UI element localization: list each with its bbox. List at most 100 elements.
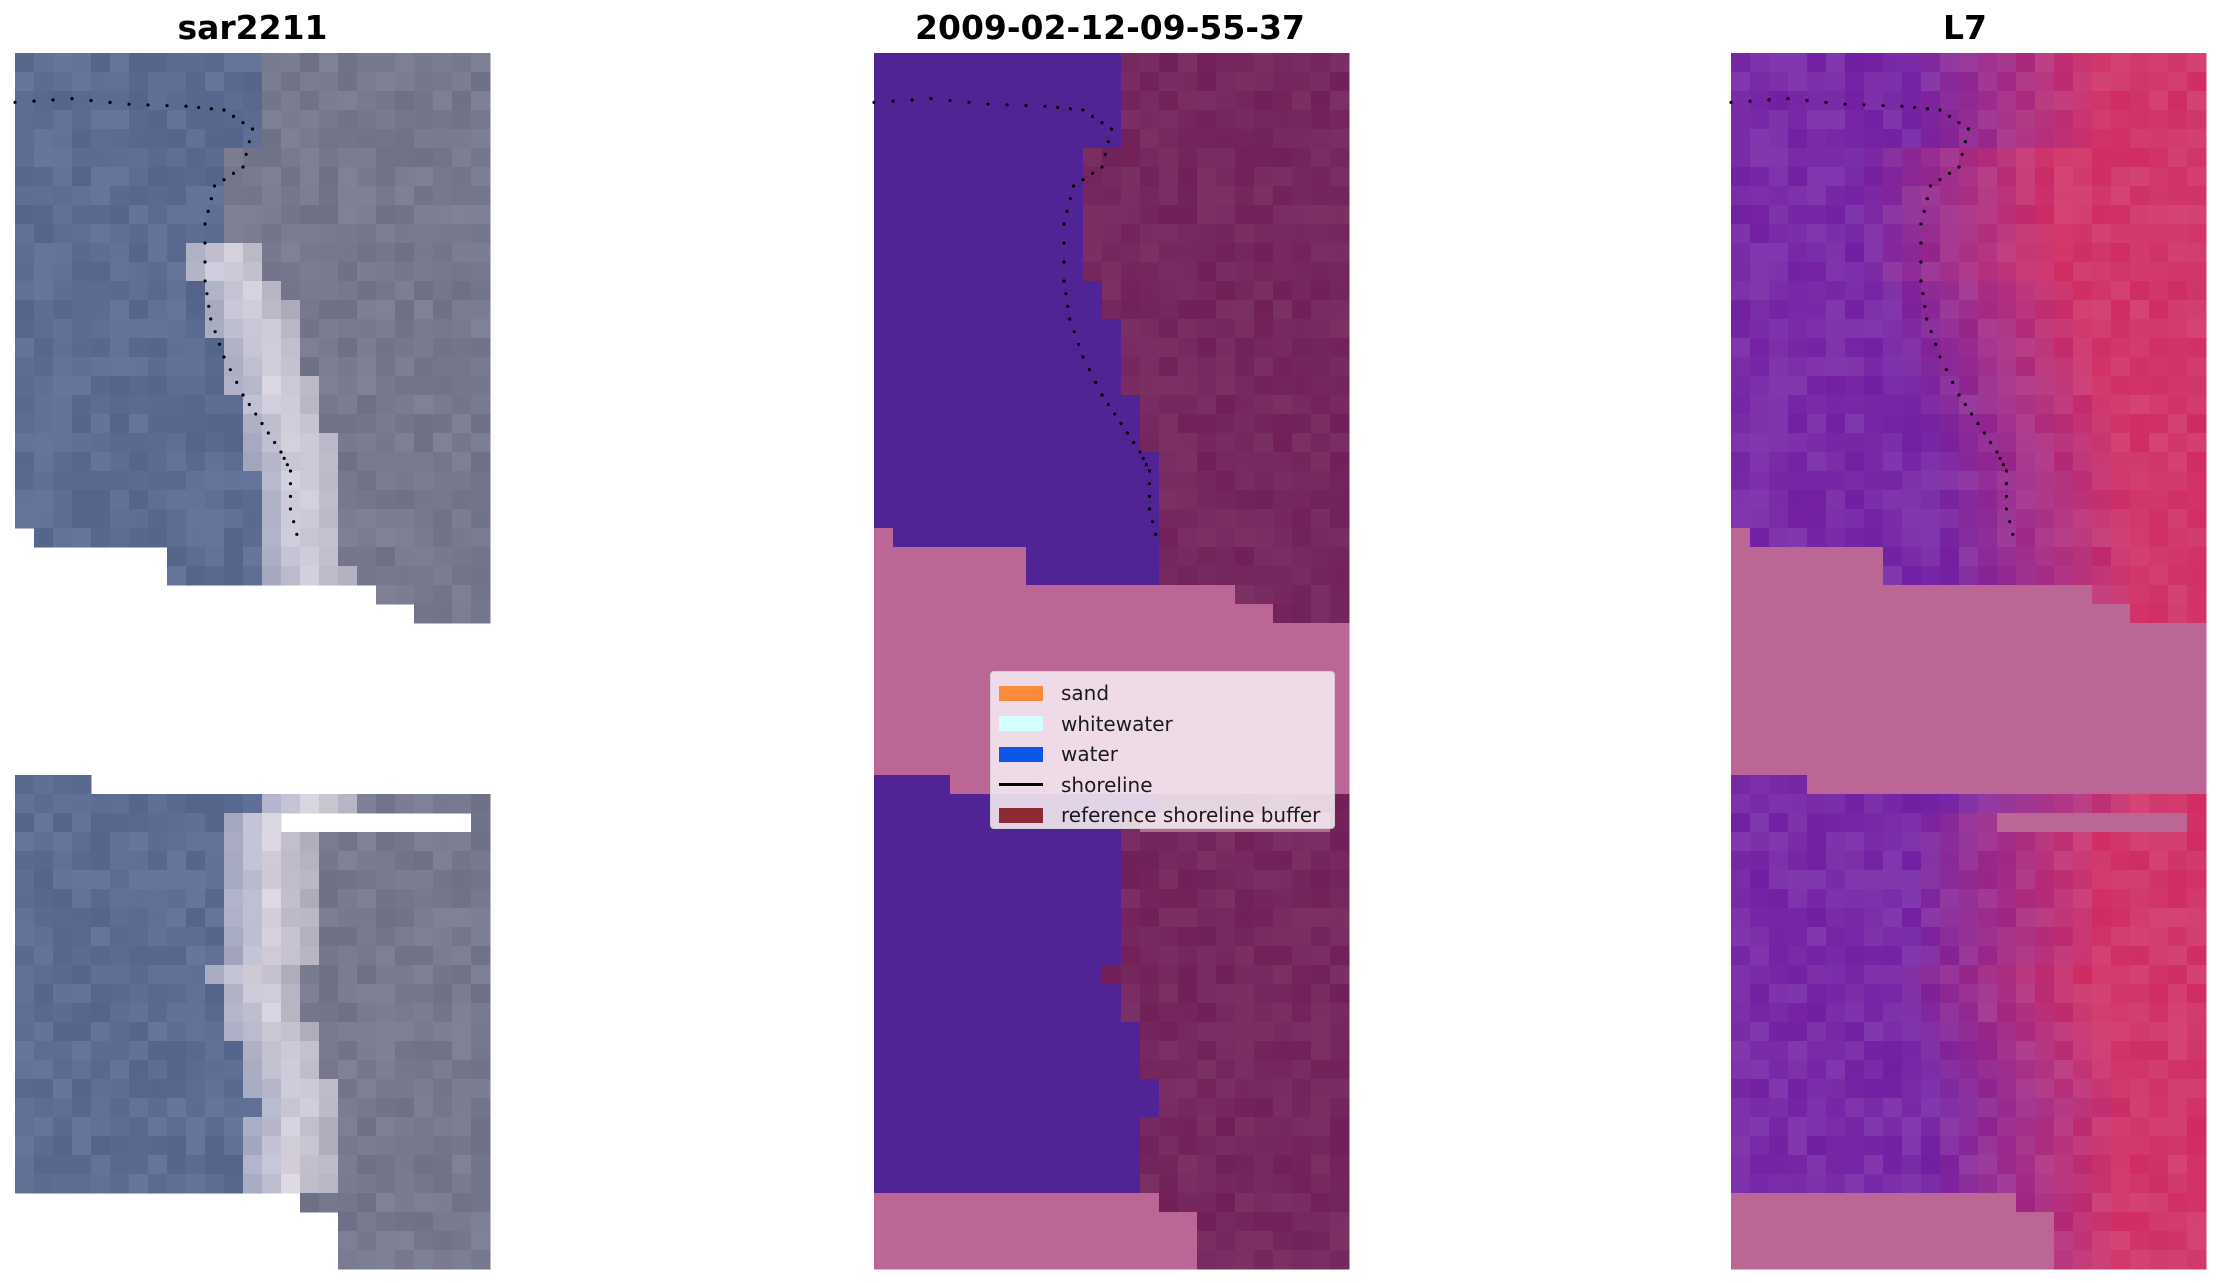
raster-pixel — [2016, 946, 2036, 966]
rgb-image-panel — [15, 53, 491, 1270]
raster-pixel — [1807, 72, 1827, 92]
raster-pixel — [1140, 53, 1160, 73]
raster-pixel — [1978, 129, 1998, 149]
raster-pixel — [1007, 946, 1027, 966]
raster-pixel — [1178, 300, 1198, 320]
raster-pixel — [1826, 604, 1846, 624]
raster-pixel — [72, 984, 92, 1004]
raster-pixel — [1731, 547, 1751, 567]
raster-pixel — [1959, 509, 1979, 529]
raster-pixel — [1083, 357, 1103, 377]
raster-pixel — [2054, 699, 2074, 719]
raster-pixel — [1864, 300, 1884, 320]
raster-pixel — [874, 1193, 894, 1213]
raster-pixel — [34, 186, 54, 206]
shoreline-dot — [1989, 440, 1993, 445]
raster-pixel — [414, 946, 434, 966]
raster-pixel — [205, 509, 225, 529]
raster-pixel — [1064, 91, 1084, 111]
raster-pixel — [1750, 1117, 1770, 1137]
raster-pixel — [950, 1250, 970, 1270]
raster-pixel — [300, 129, 320, 149]
raster-pixel — [186, 53, 206, 73]
raster-pixel — [1864, 718, 1884, 738]
raster-pixel — [1769, 471, 1789, 491]
raster-pixel — [1788, 205, 1808, 225]
raster-pixel — [186, 395, 206, 415]
raster-pixel — [1121, 452, 1141, 472]
raster-pixel — [950, 129, 970, 149]
raster-pixel — [988, 1212, 1008, 1232]
raster-pixel — [186, 1155, 206, 1175]
raster-pixel — [931, 53, 951, 73]
classification-image-panel — [874, 53, 1350, 1270]
raster-pixel — [2149, 205, 2169, 225]
raster-pixel — [1330, 623, 1350, 643]
raster-pixel — [1788, 300, 1808, 320]
raster-pixel — [1026, 1212, 1046, 1232]
raster-pixel — [1121, 338, 1141, 358]
shoreline-dot — [288, 507, 293, 511]
raster-pixel — [1997, 262, 2017, 282]
raster-pixel — [395, 1193, 415, 1213]
raster-pixel — [1330, 547, 1350, 567]
raster-pixel — [912, 1174, 932, 1194]
raster-pixel — [1311, 1136, 1331, 1156]
raster-pixel — [1197, 433, 1217, 453]
raster-pixel — [319, 832, 339, 852]
raster-pixel — [1083, 566, 1103, 586]
raster-pixel — [893, 813, 913, 833]
raster-pixel — [931, 984, 951, 1004]
raster-pixel — [34, 1022, 54, 1042]
raster-pixel — [1864, 585, 1884, 605]
raster-pixel — [53, 414, 73, 434]
raster-pixel — [1750, 832, 1770, 852]
raster-pixel — [1064, 509, 1084, 529]
raster-pixel — [1769, 585, 1789, 605]
raster-pixel — [72, 357, 92, 377]
raster-pixel — [357, 205, 377, 225]
raster-pixel — [1178, 832, 1198, 852]
raster-pixel — [912, 243, 932, 263]
raster-pixel — [931, 1060, 951, 1080]
raster-pixel — [1026, 243, 1046, 263]
raster-pixel — [1864, 1174, 1884, 1194]
raster-pixel — [110, 224, 130, 244]
raster-pixel — [2187, 281, 2207, 301]
raster-pixel — [1026, 1136, 1046, 1156]
raster-pixel — [1178, 604, 1198, 624]
raster-pixel — [1978, 91, 1998, 111]
raster-pixel — [2130, 395, 2150, 415]
raster-pixel — [243, 566, 263, 586]
raster-pixel — [969, 661, 989, 681]
raster-pixel — [1273, 547, 1293, 567]
raster-pixel — [950, 357, 970, 377]
raster-pixel — [262, 53, 282, 73]
raster-pixel — [395, 1250, 415, 1270]
raster-pixel — [34, 1079, 54, 1099]
raster-pixel — [2130, 832, 2150, 852]
shoreline-dot — [1929, 330, 1933, 334]
raster-pixel — [281, 110, 301, 130]
raster-pixel — [1788, 1250, 1808, 1270]
raster-pixel — [1902, 1250, 1922, 1270]
raster-pixel — [243, 908, 263, 928]
raster-pixel — [1064, 851, 1084, 871]
raster-pixel — [2092, 965, 2112, 985]
raster-pixel — [1769, 509, 1789, 529]
raster-pixel — [2111, 1022, 2131, 1042]
raster-pixel — [969, 775, 989, 795]
raster-pixel — [1959, 319, 1979, 339]
raster-pixel — [376, 851, 396, 871]
raster-pixel — [376, 1174, 396, 1194]
raster-pixel — [243, 338, 263, 358]
raster-pixel — [931, 832, 951, 852]
raster-pixel — [15, 110, 35, 130]
raster-pixel — [1121, 471, 1141, 491]
raster-pixel — [2111, 794, 2131, 814]
raster-pixel — [1197, 243, 1217, 263]
raster-pixel — [1883, 338, 1903, 358]
raster-pixel — [1140, 1155, 1160, 1175]
raster-pixel — [1311, 1022, 1331, 1042]
raster-pixel — [2111, 186, 2131, 206]
